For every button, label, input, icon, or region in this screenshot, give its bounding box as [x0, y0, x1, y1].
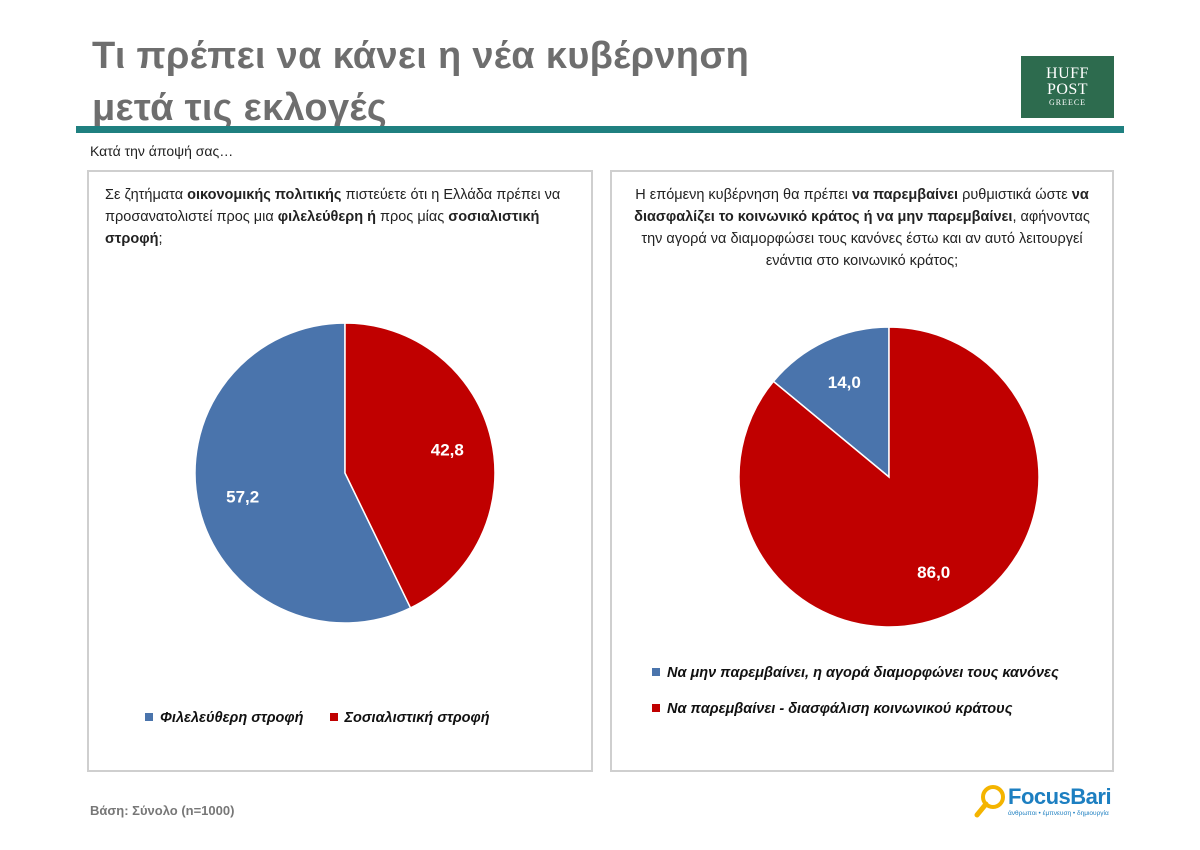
data-label-liberal: 57,2 [226, 488, 259, 507]
legend-swatch-red [329, 713, 338, 721]
pie-slice-socialist [344, 322, 496, 609]
legend-label-liberal: Φιλελεύθερη στροφή [160, 710, 304, 726]
right-legend: Να μην παρεμβαίνει, η αγορά διαμορφώνει … [652, 662, 1092, 720]
title-line-2: μετά τις εκλογές [92, 87, 387, 129]
right-q-part-5: , αφήνοντας την αγορά να διαμορφώσει του… [641, 209, 1090, 269]
legend-item-socialist: Σοσιαλιστική στροφή [329, 710, 490, 726]
data-label-socialist: 42,8 [431, 440, 464, 459]
huffpost-greece-logo: HUFF POST GREECE [1021, 56, 1114, 118]
legend-swatch-blue [652, 668, 660, 676]
left-q-part-4: φιλελεύθερη ή [277, 209, 376, 225]
right-q-part-4: να διασφαλίζει το κοινωνικό κράτος ή να … [634, 187, 1089, 225]
left-pie-chart: 57,2 42,8 [194, 322, 496, 624]
left-q-part-3: πιστεύετε ότι η Ελλάδα πρέπει να προσανα… [105, 187, 561, 225]
right-q-part-3: ρυθμιστικά ώστε [958, 187, 1072, 203]
legend-swatch-blue [145, 713, 153, 721]
left-question: Σε ζητήματα οικονομικής πολιτικής πιστεύ… [105, 184, 575, 250]
right-pie-chart: 14,0 86,0 [738, 326, 1040, 628]
right-question: Η επόμενη κυβέρνηση θα πρέπει να παρεμβα… [624, 184, 1100, 272]
legend-swatch-red [652, 704, 660, 712]
left-q-part-5: προς μίας [375, 209, 449, 225]
legend-label-socialist: Σοσιαλιστική στροφή [344, 710, 490, 726]
left-q-part-1: Σε ζητήματα [105, 187, 188, 203]
legend-item-intervention: Να παρεμβαίνει - διασφάλιση κοινωνικού κ… [652, 698, 1092, 720]
focusbari-logo: FocusBari άνθρωποι • έμπνευση • δημιουργ… [974, 782, 1116, 822]
left-chart-panel: Σε ζητήματα οικονομικής πολιτικής πιστεύ… [87, 170, 593, 772]
magnifier-icon [974, 785, 1005, 818]
pie-slice-no-intervention [772, 326, 890, 479]
right-q-part-1: Η επόμενη κυβέρνηση θα πρέπει [635, 187, 852, 203]
logo-line-2: POST [1046, 81, 1089, 98]
data-label-no-intervention: 14,0 [828, 373, 861, 392]
logo-line-3: GREECE [1048, 98, 1087, 107]
pie-slice-liberal [194, 322, 412, 624]
legend-label-intervention: Να παρεμβαίνει - διασφάλιση κοινωνικού κ… [667, 701, 1013, 717]
subtitle: Κατά την άποψή σας… [90, 143, 234, 159]
left-q-part-7: ; [158, 231, 163, 247]
brand-tagline: άνθρωποι • έμπνευση • δημιουργία [1008, 810, 1109, 817]
legend-item-no-intervention: Να μην παρεμβαίνει, η αγορά διαμορφώνει … [652, 662, 1092, 684]
left-q-part-6: σοσιαλιστική στροφή [105, 209, 540, 247]
title-divider [76, 126, 1124, 133]
right-q-part-2: να παρεμβαίνει [851, 187, 959, 203]
title-line-1: Τι πρέπει να κάνει η νέα κυβέρνηση [92, 35, 750, 77]
data-label-intervention: 86,0 [917, 563, 950, 582]
page-title: Τι πρέπει να κάνει η νέα κυβέρνηση μετά … [92, 30, 852, 134]
left-legend: Φιλελεύθερη στροφή Σοσιαλιστική στροφή [145, 710, 565, 726]
left-q-part-2: οικονομικής πολιτικής [187, 187, 342, 203]
legend-item-liberal: Φιλελεύθερη στροφή [145, 710, 303, 726]
base-note: Βάση: Σύνολο (n=1000) [90, 803, 235, 818]
legend-label-no-intervention: Να μην παρεμβαίνει, η αγορά διαμορφώνει … [667, 665, 1059, 681]
right-chart-panel: Η επόμενη κυβέρνηση θα πρέπει να παρεμβα… [610, 170, 1114, 772]
brand-name: FocusBari [1008, 784, 1112, 809]
pie-slice-intervention [738, 326, 1040, 628]
logo-line-1: HUFF [1046, 65, 1089, 82]
